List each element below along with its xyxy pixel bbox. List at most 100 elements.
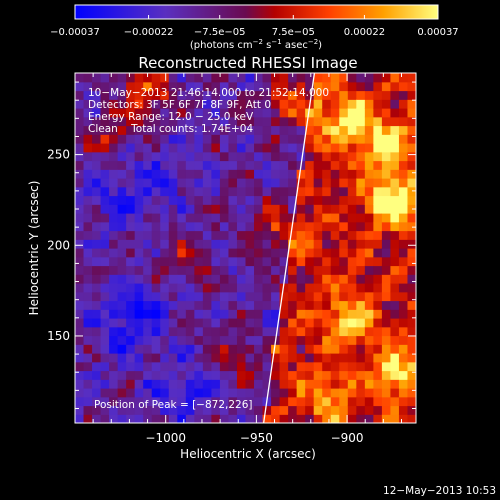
- heatmap-cell: [322, 326, 332, 337]
- heatmap-cell: [168, 116, 178, 127]
- heatmap-cell: [160, 239, 170, 249]
- heatmap-cell: [245, 108, 255, 118]
- heatmap-cell: [364, 108, 374, 118]
- heatmap-cell: [75, 239, 85, 249]
- heatmap-cell: [398, 230, 409, 240]
- heatmap-cell: [75, 169, 85, 179]
- heatmap-cell: [271, 388, 281, 398]
- heatmap-cell: [313, 169, 323, 179]
- heatmap-cell: [211, 230, 221, 240]
- heatmap-cell: [398, 151, 409, 162]
- heatmap-cell: [134, 143, 144, 153]
- heatmap-cell: [109, 309, 119, 319]
- heatmap-cell: [109, 318, 119, 328]
- heatmap-cell: [381, 125, 392, 135]
- heatmap-cell: [381, 239, 392, 249]
- heatmap-cell: [279, 248, 289, 258]
- heatmap-cell: [373, 125, 383, 135]
- heatmap-cell: [92, 361, 102, 372]
- heatmap-cell: [92, 274, 102, 284]
- heatmap-cell: [390, 370, 400, 380]
- heatmap-cell: [347, 73, 357, 83]
- heatmap-cell: [185, 353, 195, 363]
- heatmap-cell: [177, 90, 187, 100]
- heatmap-cell: [83, 143, 93, 153]
- heatmap-image: [75, 73, 416, 423]
- heatmap-cell: [177, 169, 187, 179]
- heatmap-cell: [194, 291, 204, 302]
- heatmap-cell: [305, 73, 315, 83]
- heatmap-cell: [92, 344, 102, 354]
- heatmap-cell: [160, 151, 170, 162]
- heatmap-cell: [160, 248, 170, 258]
- heatmap-cell: [381, 151, 392, 162]
- heatmap-cell: [185, 221, 195, 232]
- heatmap-cell: [117, 239, 127, 249]
- heatmap-cell: [100, 90, 110, 100]
- heatmap-cell: [160, 405, 170, 415]
- heatmap-cell: [168, 99, 178, 109]
- heatmap-cell: [92, 134, 102, 144]
- heatmap-cell: [177, 379, 187, 389]
- heatmap-cell: [126, 396, 136, 407]
- heatmap-cell: [296, 361, 306, 372]
- heatmap-cell: [202, 99, 213, 109]
- heatmap-cell: [177, 283, 187, 293]
- heatmap-cell: [288, 151, 298, 162]
- heatmap-cell: [177, 99, 187, 109]
- heatmap-cell: [245, 414, 255, 423]
- heatmap-cell: [109, 221, 119, 232]
- heatmap-cell: [296, 178, 306, 188]
- heatmap-cell: [330, 318, 340, 328]
- heatmap-cell: [126, 344, 136, 354]
- heatmap-cell: [364, 361, 374, 372]
- heatmap-cell: [279, 361, 289, 372]
- heatmap-cell: [100, 265, 110, 275]
- heatmap-cell: [262, 248, 272, 258]
- heatmap-cell: [92, 248, 102, 258]
- heatmap-cell: [288, 230, 298, 240]
- heatmap-cell: [151, 361, 161, 372]
- heatmap-cell: [219, 169, 230, 179]
- heatmap-cell: [202, 81, 213, 92]
- heatmap-cell: [177, 318, 187, 328]
- heatmap-cell: [211, 274, 221, 284]
- heatmap-cell: [219, 204, 230, 214]
- heatmap-cell: [100, 99, 110, 109]
- heatmap-cell: [228, 370, 238, 380]
- heatmap-cell: [117, 335, 127, 345]
- heatmap-cell: [330, 370, 340, 380]
- heatmap-cell: [279, 143, 289, 153]
- heatmap-cell: [83, 414, 93, 423]
- heatmap-cell: [202, 414, 213, 423]
- heatmap-cell: [219, 221, 230, 232]
- heatmap-cell: [126, 370, 136, 380]
- heatmap-cell: [373, 379, 383, 389]
- x-axis-label: Heliocentric X (arcsec): [180, 447, 316, 461]
- heatmap-cell: [83, 81, 93, 92]
- heatmap-cell: [262, 73, 272, 83]
- heatmap-cell: [271, 178, 281, 188]
- heatmap-cell: [347, 361, 357, 372]
- heatmap-cell: [75, 151, 85, 162]
- heatmap-cell: [373, 274, 383, 284]
- heatmap-cell: [262, 230, 272, 240]
- heatmap-cell: [245, 309, 255, 319]
- heatmap-cell: [92, 405, 102, 415]
- heatmap-cell: [92, 116, 102, 127]
- heatmap-cell: [168, 213, 178, 223]
- heatmap-cell: [228, 195, 238, 205]
- heatmap-cell: [262, 186, 272, 197]
- heatmap-cell: [134, 186, 144, 197]
- heatmap-cell: [381, 291, 392, 302]
- heatmap-cell: [211, 239, 221, 249]
- heatmap-cell: [373, 318, 383, 328]
- heatmap-cell: [398, 248, 409, 258]
- heatmap-cell: [356, 248, 366, 258]
- heatmap-cell: [305, 178, 315, 188]
- heatmap-cell: [407, 396, 416, 407]
- heatmap-cell: [330, 81, 340, 92]
- heatmap-cell: [219, 125, 230, 135]
- heatmap-cell: [151, 370, 161, 380]
- heatmap-cell: [83, 186, 93, 197]
